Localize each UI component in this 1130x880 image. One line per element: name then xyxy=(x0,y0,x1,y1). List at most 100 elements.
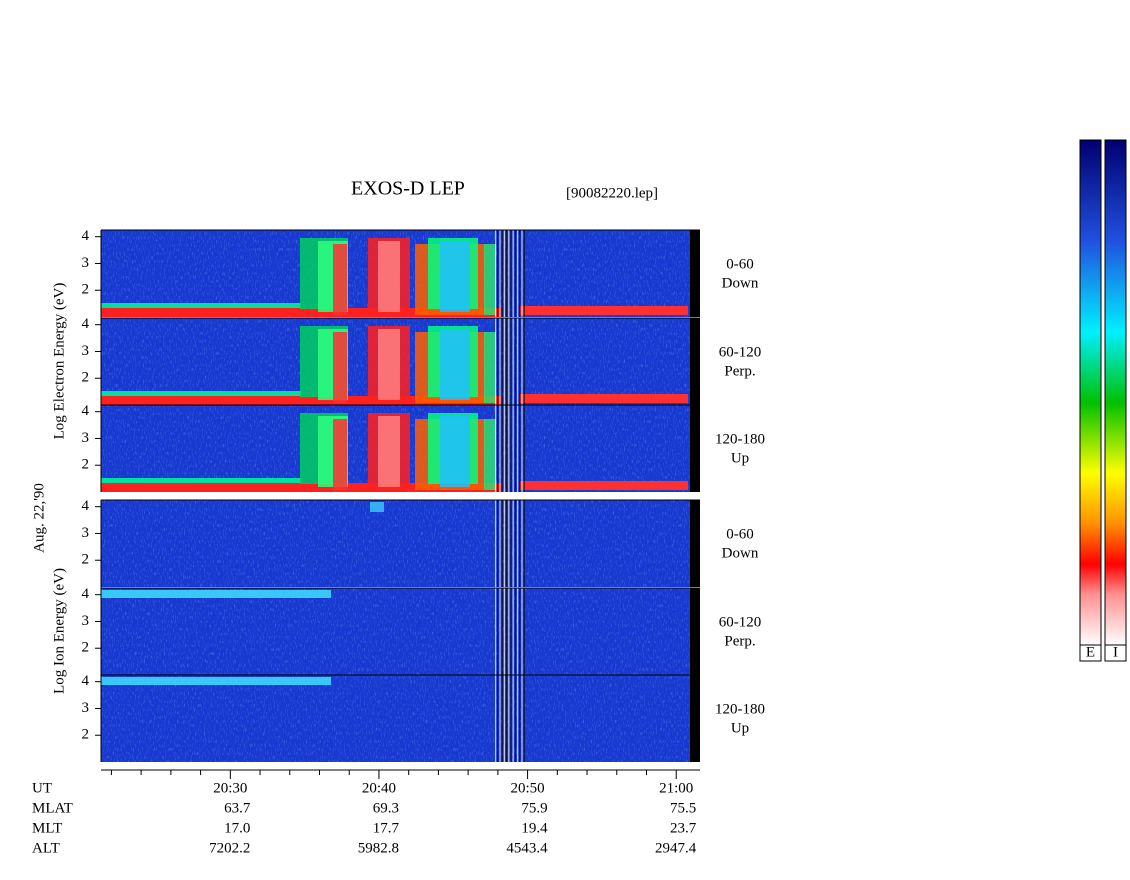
y-tick-label: 2 xyxy=(82,282,90,298)
noise-column xyxy=(519,318,521,405)
activity-block xyxy=(484,244,496,315)
date-label: Aug. 22,'90 xyxy=(31,483,47,553)
panel-angle: 60-120 xyxy=(719,614,762,630)
noise-column xyxy=(497,405,499,492)
noise-column xyxy=(501,500,503,587)
panel-noise xyxy=(101,588,700,675)
noise-column xyxy=(517,675,519,762)
noise-column xyxy=(514,230,516,317)
y-tick-label: 2 xyxy=(82,370,90,386)
low-energy-band xyxy=(101,483,501,492)
noise-column xyxy=(519,405,521,492)
ephemeris-value: 7202.2 xyxy=(209,840,250,856)
low-energy-band xyxy=(520,481,688,490)
noise-column xyxy=(508,318,510,405)
noise-column xyxy=(495,500,497,587)
noise-column xyxy=(512,230,514,317)
colorbar xyxy=(1079,139,1102,646)
noise-column xyxy=(499,318,501,405)
ephemeris-label: MLAT xyxy=(32,800,73,816)
noise-column xyxy=(497,500,499,587)
noise-column xyxy=(514,588,516,675)
activity-block xyxy=(484,419,496,490)
y-tick-label: 4 xyxy=(82,316,90,332)
edge-strip xyxy=(690,318,700,405)
ion-band xyxy=(101,677,331,685)
noise-column xyxy=(495,675,497,762)
noise-column xyxy=(514,318,516,405)
panel-angle: 0-60 xyxy=(726,256,754,272)
noise-column xyxy=(512,500,514,587)
panel-noise xyxy=(101,500,700,587)
x-tick-label: 20:40 xyxy=(362,780,396,796)
y-tick-label: 2 xyxy=(82,640,90,656)
panel-angle: 0-60 xyxy=(726,526,754,542)
noise-column xyxy=(510,675,512,762)
low-energy-band xyxy=(101,308,501,317)
noise-column xyxy=(519,230,521,317)
noise-column xyxy=(495,230,497,317)
noise-column xyxy=(510,318,512,405)
noise-column xyxy=(508,588,510,675)
noise-column xyxy=(503,588,505,675)
noise-column xyxy=(519,500,521,587)
noise-column xyxy=(495,318,497,405)
noise-column xyxy=(517,318,519,405)
y-tick-label: 3 xyxy=(82,430,90,446)
noise-column xyxy=(508,230,510,317)
x-tick-label: 20:50 xyxy=(510,780,544,796)
ephemeris-value: 75.5 xyxy=(670,800,696,816)
noise-column xyxy=(499,405,501,492)
edge-strip xyxy=(690,675,700,762)
noise-column xyxy=(503,500,505,587)
chart-title: EXOS-D LEP xyxy=(351,178,465,200)
ephemeris-value: 2947.4 xyxy=(655,840,697,856)
activity-block xyxy=(378,241,400,312)
activity-block xyxy=(333,419,347,490)
noise-column xyxy=(512,318,514,405)
noise-column xyxy=(519,675,521,762)
activity-block xyxy=(333,244,347,315)
y-tick-label: 4 xyxy=(82,586,90,602)
noise-column xyxy=(506,500,508,587)
edge-strip xyxy=(690,405,700,492)
ion-band xyxy=(370,502,384,512)
noise-column xyxy=(499,500,501,587)
colorbar-label-box xyxy=(1104,644,1127,662)
ephemeris-value: 4543.4 xyxy=(506,840,548,856)
low-energy-band xyxy=(520,394,688,403)
panel-angle: 120-180 xyxy=(715,701,765,717)
colorbar-label: E xyxy=(1086,644,1095,660)
ephemeris-value: 23.7 xyxy=(670,820,697,836)
noise-column xyxy=(497,230,499,317)
y-tick-label: 3 xyxy=(82,343,90,359)
noise-column xyxy=(523,588,525,675)
noise-column xyxy=(501,230,503,317)
noise-column xyxy=(512,405,514,492)
ion-band xyxy=(101,590,331,598)
panel-angle: 60-120 xyxy=(719,344,762,360)
noise-column xyxy=(508,675,510,762)
ephemeris-value: 17.7 xyxy=(373,820,400,836)
y-tick-label: 3 xyxy=(82,525,90,541)
noise-column xyxy=(512,588,514,675)
low-energy-band xyxy=(101,396,501,405)
noise-column xyxy=(499,675,501,762)
noise-column xyxy=(506,230,508,317)
noise-column xyxy=(514,500,516,587)
ephemeris-value: 5982.8 xyxy=(358,840,399,856)
noise-column xyxy=(503,230,505,317)
y-tick-label: 2 xyxy=(82,457,90,473)
ephemeris-value: 75.9 xyxy=(521,800,547,816)
noise-column xyxy=(517,588,519,675)
low-energy-band xyxy=(101,391,301,397)
noise-column xyxy=(510,588,512,675)
colorbar-label: I xyxy=(1113,644,1118,660)
noise-column xyxy=(501,588,503,675)
edge-strip xyxy=(690,500,700,587)
ephemeris-label: ALT xyxy=(32,840,60,856)
noise-column xyxy=(497,588,499,675)
noise-column xyxy=(510,500,512,587)
